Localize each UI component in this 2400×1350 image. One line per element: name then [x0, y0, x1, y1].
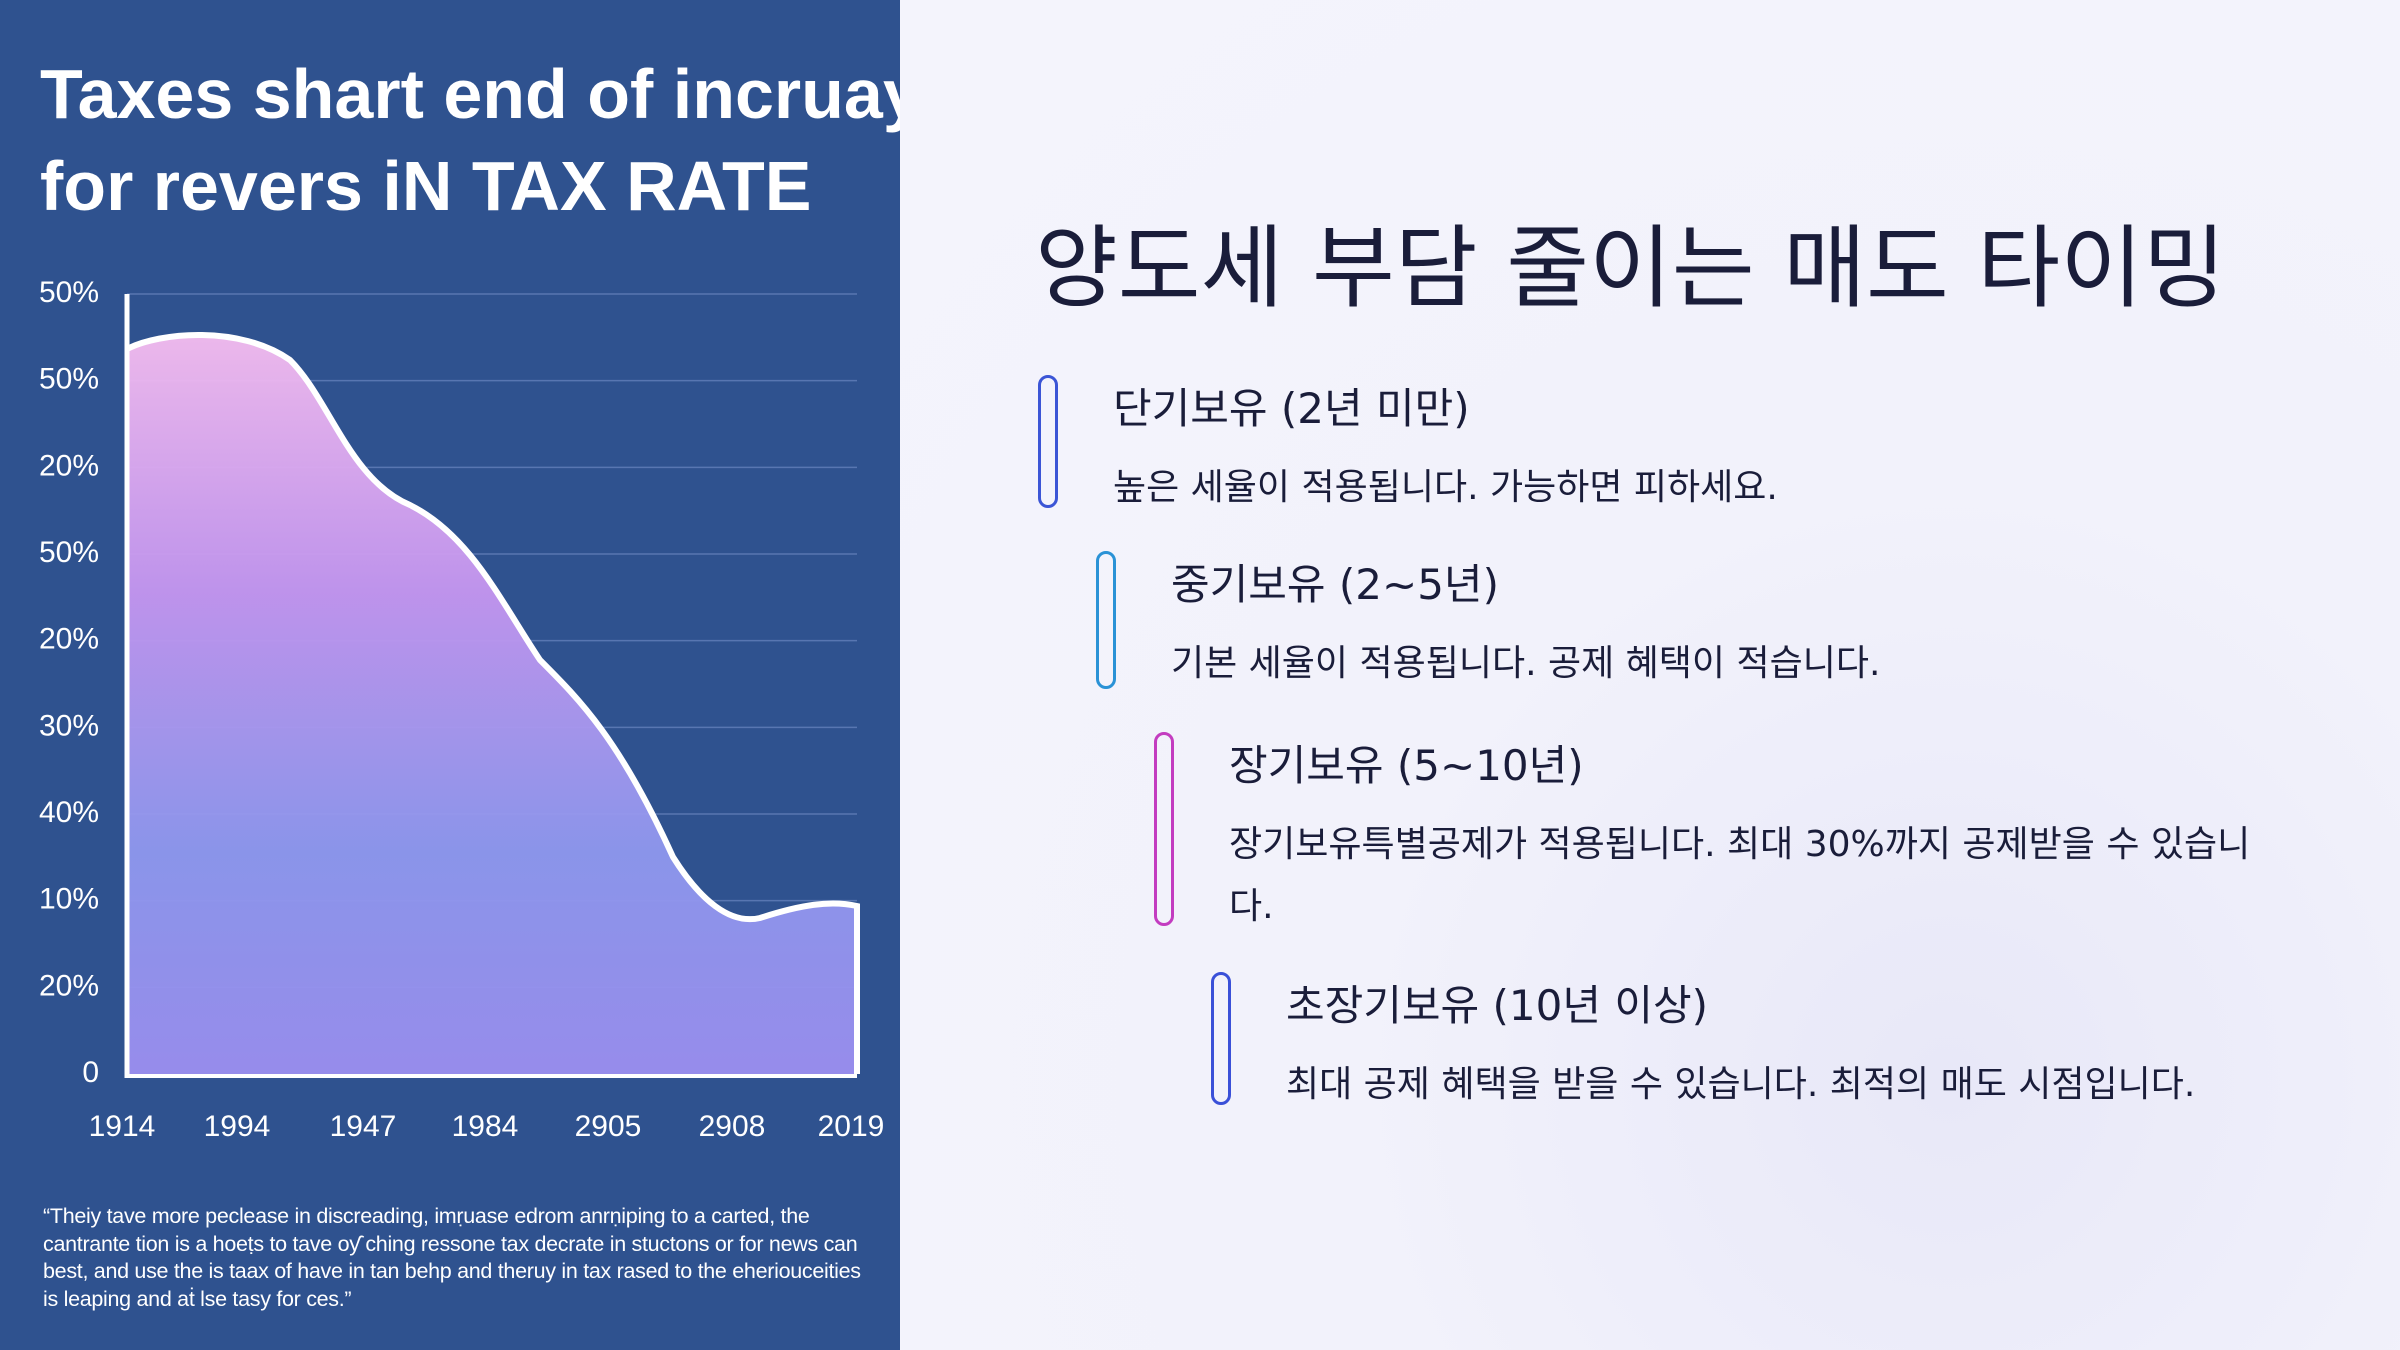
- x-label: 1994: [204, 1110, 271, 1143]
- y-label: 50%: [39, 536, 99, 569]
- area-edge: [125, 332, 860, 1074]
- y-label: 0: [82, 1056, 99, 1089]
- y-label: 20%: [39, 623, 99, 656]
- item-description: 기본 세율이 적용됩니다. 공제 혜택이 적습니다.: [1171, 643, 1881, 684]
- y-label: 10%: [39, 883, 99, 916]
- y-label: 40%: [39, 796, 99, 829]
- item-description: 장기보유특별공제가 적용됩니다. 최대 30%까지 공제받을 수 있습니다.: [1229, 824, 2251, 927]
- content-panel: [900, 0, 2400, 1350]
- x-label: 2905: [575, 1110, 642, 1143]
- y-label: 20%: [39, 449, 99, 482]
- item-description: 최대 공제 혜택을 받을 수 있습니다. 최적의 매도 시점입니다.: [1286, 1064, 2196, 1105]
- x-label: 2908: [699, 1110, 766, 1143]
- marker-bar: [1096, 551, 1116, 689]
- heading: 양도세 부담 줄이는 매도 타이밍: [1035, 216, 2226, 321]
- y-label: 30%: [39, 709, 99, 742]
- chart-title: Taxes shart end of incruay: [40, 55, 900, 133]
- y-label: 20%: [39, 969, 99, 1002]
- item-title: 단기보유 (2년 미만): [1113, 384, 1470, 433]
- marker-bar: [1038, 375, 1058, 508]
- item-title: 장기보유 (5~10년): [1229, 741, 1584, 790]
- axis-labels: 50% 50% 20% 50% 20% 30% 40% 10% 20% 0 1914 1994 1947…: [39, 276, 884, 1143]
- chart-image: Taxes shart end of incruay for revers iN…: [0, 0, 900, 1350]
- item-title: 중기보유 (2~5년): [1171, 560, 1499, 609]
- caption: “Theiy tave more peclease in discreading…: [43, 1204, 861, 1311]
- marker-bar: [1154, 732, 1174, 926]
- chart-title: for revers iN TAX RATE: [40, 147, 811, 225]
- x-label: 1914: [89, 1110, 156, 1143]
- x-label: 2019: [818, 1110, 885, 1143]
- marker-bar: [1211, 972, 1231, 1105]
- area: [127, 334, 857, 1074]
- item-description: 높은 세율이 적용됩니다. 가능하면 피하세요.: [1113, 467, 1778, 508]
- y-label: 50%: [39, 276, 99, 309]
- x-label: 1947: [330, 1110, 397, 1143]
- x-label: 1984: [452, 1110, 519, 1143]
- y-label: 50%: [39, 363, 99, 396]
- item-title: 초장기보유 (10년 이상): [1286, 981, 1709, 1030]
